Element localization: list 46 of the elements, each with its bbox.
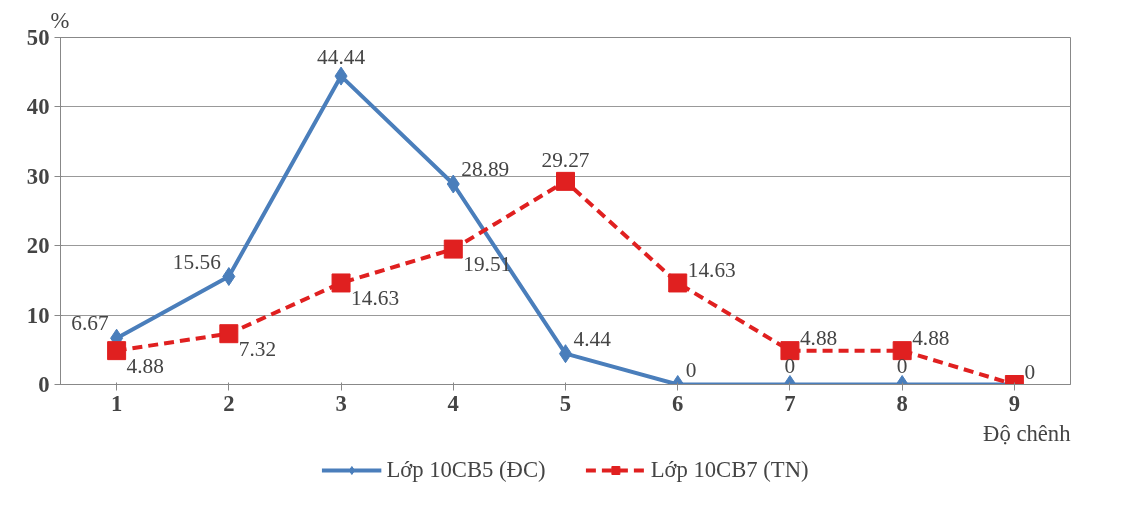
point bbox=[219, 324, 239, 344]
y-tick-label: 20 bbox=[26, 233, 50, 259]
data-label: 0 bbox=[1024, 359, 1036, 384]
legend-label: Lớp 10CB7 (TN) bbox=[650, 457, 809, 483]
x-tick-label: 6 bbox=[672, 390, 684, 416]
point bbox=[892, 341, 912, 361]
data-label: 4.88 bbox=[799, 325, 838, 350]
data-label: 14.63 bbox=[687, 257, 736, 282]
legend-label: Lớp 10CB5 (ĐC) bbox=[386, 457, 546, 483]
data-label: 15.56 bbox=[172, 249, 222, 274]
point bbox=[556, 171, 575, 191]
data-label: 29.27 bbox=[541, 148, 590, 173]
point bbox=[668, 273, 688, 293]
x-tick-label: 9 bbox=[1008, 390, 1021, 416]
x-tick-label: 7 bbox=[784, 390, 796, 416]
data-label: 44.44 bbox=[317, 45, 366, 70]
y-axis-title: % bbox=[50, 7, 70, 33]
point bbox=[334, 66, 348, 86]
data-label: 0 bbox=[784, 353, 796, 378]
x-axis-title: Độ chênh bbox=[983, 420, 1072, 446]
data-label: 7.32 bbox=[238, 336, 277, 361]
y-tick-label: 10 bbox=[26, 302, 50, 328]
point bbox=[443, 239, 463, 259]
point bbox=[107, 341, 127, 361]
data-label: 4.88 bbox=[126, 353, 164, 378]
y-tick-label: 40 bbox=[26, 94, 50, 120]
data-label: 0 bbox=[896, 353, 908, 378]
point bbox=[780, 341, 800, 361]
x-tick-label: 8 bbox=[896, 390, 908, 416]
data-label: 4.44 bbox=[573, 326, 612, 351]
x-tick-label: 1 bbox=[110, 390, 123, 416]
data-label: 0 bbox=[685, 357, 697, 382]
x-tick-label: 3 bbox=[335, 390, 347, 416]
point bbox=[222, 267, 236, 287]
y-tick-label: 0 bbox=[38, 372, 50, 397]
data-label: 4.88 bbox=[912, 325, 950, 350]
x-tick-label: 4 bbox=[447, 390, 459, 416]
data-label: 28.89 bbox=[461, 157, 510, 181]
point bbox=[331, 273, 351, 293]
y-tick-label: 50 bbox=[26, 25, 50, 50]
data-label: 14.63 bbox=[351, 285, 400, 310]
point bbox=[446, 174, 460, 194]
data-label: 6.67 bbox=[71, 311, 109, 336]
x-tick-label: 2 bbox=[223, 390, 235, 416]
y-tick-label: 30 bbox=[26, 163, 50, 189]
x-tick-label: 5 bbox=[559, 390, 572, 416]
